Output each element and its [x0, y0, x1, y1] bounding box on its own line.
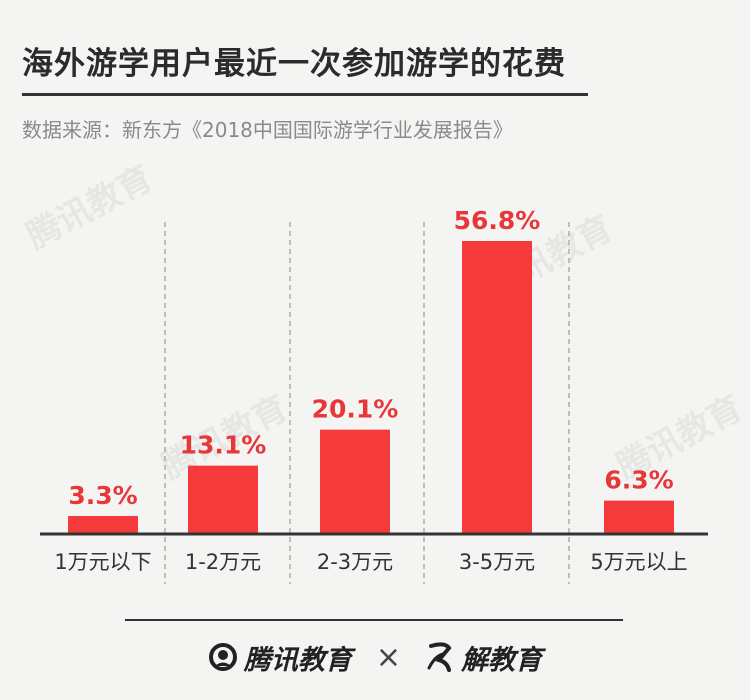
value-label-3: 20.1%: [312, 395, 399, 424]
title-underline: [22, 93, 588, 96]
category-label-1: 1万元以下: [54, 550, 151, 574]
category-label-3: 2-3万元: [317, 550, 393, 574]
bar-chart: 3.3% 1万元以下 13.1% 1-2万元 20.1% 2-3万元 56.8% 3-5万元 6…: [40, 206, 708, 584]
logo2-text: 解教育: [461, 644, 543, 676]
footer-rule: [125, 619, 623, 621]
bar-5: [604, 500, 674, 533]
brand-mark-icon: [427, 642, 452, 672]
bar-3: [320, 429, 390, 533]
footer: 腾讯教育 × 解教育: [0, 632, 750, 682]
value-label-5: 6.3%: [604, 466, 673, 495]
separator-x: ×: [375, 639, 402, 675]
data-source: 数据来源：新东方《2018中国国际游学行业发展报告》: [22, 118, 513, 142]
category-label-5: 5万元以上: [590, 550, 687, 574]
tencent-logo-icon: [208, 643, 237, 671]
tencent-education-logo: 腾讯教育: [208, 638, 352, 677]
chart-title: 海外游学用户最近一次参加游学的花费: [22, 46, 566, 82]
jie-education-logo: 解教育: [425, 638, 542, 677]
bar-1: [68, 516, 138, 533]
value-label-4: 56.8%: [454, 206, 541, 235]
bar-2: [188, 465, 258, 533]
value-label-2: 13.1%: [180, 431, 267, 460]
category-label-4: 3-5万元: [459, 550, 535, 574]
category-label-2: 1-2万元: [185, 550, 261, 574]
logo1-text: 腾讯教育: [243, 644, 352, 676]
value-label-1: 3.3%: [68, 481, 137, 510]
bar-4: [462, 241, 532, 533]
